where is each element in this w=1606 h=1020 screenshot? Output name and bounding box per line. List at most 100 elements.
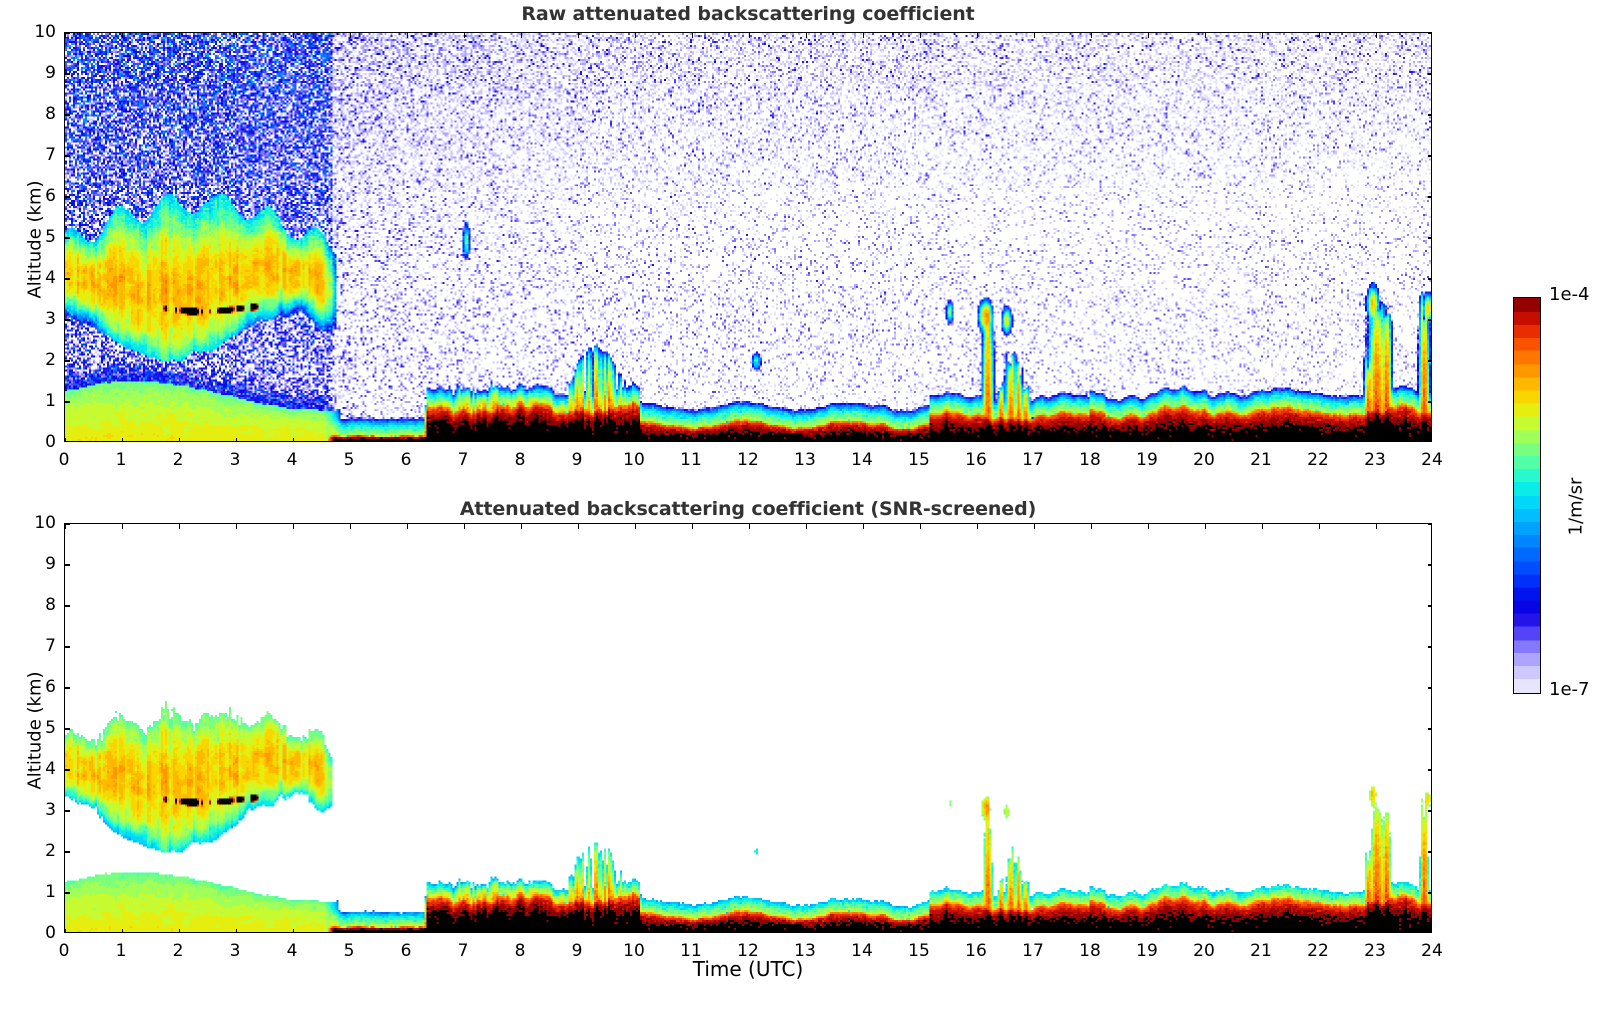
x-tick-mark — [692, 33, 694, 38]
x-tick-mark — [749, 929, 751, 932]
y-tick-mark — [1428, 360, 1431, 362]
x-tick-mark — [293, 438, 295, 441]
x-tick-mark — [407, 33, 409, 38]
y-tick-mark — [65, 646, 70, 648]
x-tick-mark — [806, 438, 808, 441]
x-tick-mark — [1319, 929, 1321, 932]
y-tick-label: 3 — [45, 309, 56, 329]
x-tick-mark — [1148, 33, 1150, 38]
x-tick-mark — [578, 524, 580, 529]
x-tick-mark — [635, 33, 637, 38]
x-tick-label: 5 — [343, 450, 355, 470]
y-tick-mark — [1428, 114, 1431, 116]
y-tick-mark — [1428, 810, 1431, 812]
plot-area-screened[interactable] — [64, 523, 1432, 933]
x-tick-mark — [635, 929, 637, 932]
y-tick-mark — [1428, 155, 1431, 157]
x-tick-mark — [1376, 524, 1378, 529]
x-tick-mark — [1091, 929, 1093, 932]
y-tick-label: 2 — [45, 350, 56, 370]
x-tick-mark — [407, 929, 409, 932]
x-tick-label: 20 — [1193, 450, 1215, 470]
y-tick-mark — [65, 278, 70, 280]
x-tick-label: 19 — [1136, 941, 1158, 961]
x-tick-label: 9 — [571, 450, 583, 470]
colorbar-unit-label: 1/m/sr — [1565, 477, 1587, 536]
x-tick-label: 20 — [1193, 941, 1215, 961]
y-tick-label: 7 — [45, 145, 56, 165]
x-tick-mark — [521, 929, 523, 932]
x-tick-label: 12 — [737, 450, 759, 470]
x-tick-mark — [122, 438, 124, 441]
x-tick-label: 13 — [794, 941, 816, 961]
x-tick-mark — [464, 524, 466, 529]
x-tick-mark — [464, 33, 466, 38]
x-tick-mark — [122, 33, 124, 38]
x-tick-label: 9 — [571, 941, 583, 961]
x-tick-label: 21 — [1250, 450, 1272, 470]
x-tick-mark — [1319, 438, 1321, 441]
x-tick-label: 6 — [400, 941, 412, 961]
x-axis-label: Time (UTC) — [692, 957, 804, 981]
y-tick-mark — [65, 851, 70, 853]
y-tick-mark — [1428, 687, 1431, 689]
x-tick-mark — [293, 33, 295, 38]
x-tick-mark — [977, 33, 979, 38]
x-tick-mark — [179, 524, 181, 529]
x-tick-label: 10 — [623, 941, 645, 961]
x-tick-mark — [122, 524, 124, 529]
x-tick-mark — [920, 438, 922, 441]
y-tick-label: 0 — [45, 432, 56, 452]
x-tick-label: 0 — [58, 941, 70, 961]
x-tick-mark — [1205, 438, 1207, 441]
x-tick-mark — [1034, 929, 1036, 932]
x-tick-mark — [806, 524, 808, 529]
y-tick-label: 5 — [45, 227, 56, 247]
y-tick-mark — [1428, 196, 1431, 198]
y-tick-mark — [1428, 728, 1431, 730]
x-tick-mark — [1262, 929, 1264, 932]
x-tick-mark — [863, 33, 865, 38]
colorbar[interactable] — [1513, 297, 1541, 694]
plot-area-raw[interactable] — [64, 32, 1432, 442]
x-tick-mark — [635, 438, 637, 441]
x-tick-mark — [920, 33, 922, 38]
x-tick-mark — [1376, 33, 1378, 38]
y-tick-label: 1 — [45, 882, 56, 902]
y-tick-label: 2 — [45, 841, 56, 861]
x-tick-label: 17 — [1022, 941, 1044, 961]
y-tick-mark — [65, 728, 70, 730]
y-tick-mark — [65, 196, 70, 198]
colorbar-max-label: 1e-4 — [1549, 284, 1590, 305]
x-tick-label: 16 — [965, 941, 987, 961]
colorbar-gradient — [1513, 297, 1541, 694]
y-tick-label: 10 — [34, 22, 56, 42]
x-tick-mark — [350, 524, 352, 529]
x-tick-label: 6 — [400, 450, 412, 470]
y-tick-mark — [65, 524, 70, 525]
y-tick-mark — [65, 33, 70, 34]
x-tick-mark — [122, 929, 124, 932]
x-tick-label: 8 — [514, 941, 526, 961]
y-tick-mark — [1428, 237, 1431, 239]
x-tick-label: 19 — [1136, 450, 1158, 470]
x-tick-label: 10 — [623, 450, 645, 470]
x-tick-label: 14 — [851, 450, 873, 470]
x-tick-mark — [749, 33, 751, 38]
x-tick-label: 11 — [680, 450, 702, 470]
x-tick-label: 18 — [1079, 450, 1101, 470]
y-tick-label: 10 — [34, 513, 56, 533]
x-tick-mark — [236, 929, 238, 932]
x-tick-mark — [635, 524, 637, 529]
x-tick-label: 2 — [172, 450, 184, 470]
x-tick-mark — [977, 524, 979, 529]
x-tick-mark — [179, 929, 181, 932]
x-tick-label: 7 — [457, 450, 469, 470]
y-tick-mark — [1428, 401, 1431, 403]
x-tick-mark — [1034, 524, 1036, 529]
x-tick-mark — [521, 524, 523, 529]
y-tick-mark — [65, 401, 70, 403]
y-tick-mark — [1428, 646, 1431, 648]
x-tick-mark — [464, 438, 466, 441]
